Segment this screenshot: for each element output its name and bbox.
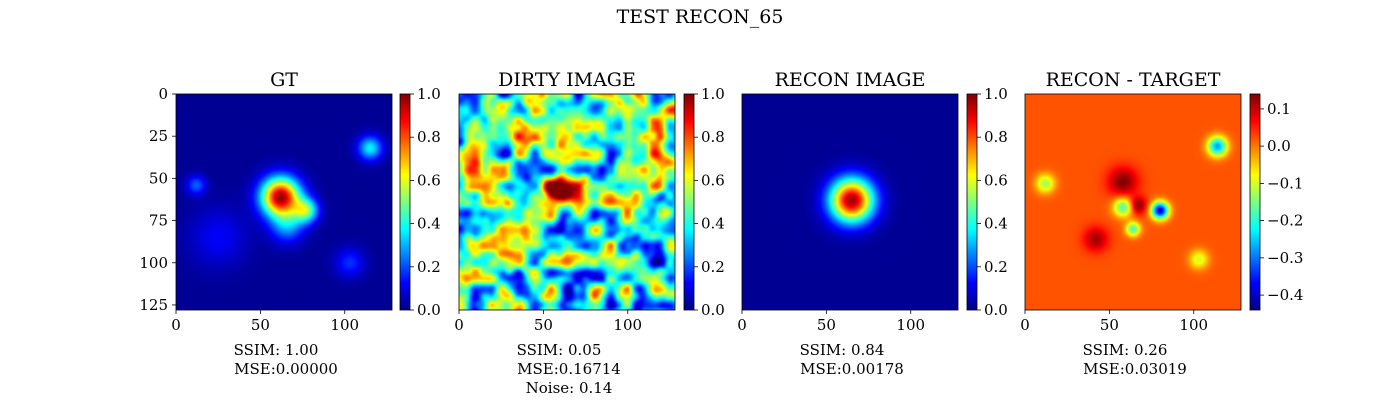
- subplot-title: RECON IMAGE: [775, 69, 926, 91]
- heatmap-image: [742, 94, 958, 310]
- y-tick-label: 25: [149, 127, 168, 145]
- y-tick-label: 100: [139, 254, 168, 272]
- metric-label: MSE:0.00000: [234, 360, 338, 378]
- colorbar-tick-label: −0.4: [1267, 286, 1303, 304]
- colorbar: [1249, 93, 1261, 311]
- x-tick-label: 50: [817, 316, 836, 334]
- colorbar-tick-label: 1.0: [984, 85, 1008, 103]
- x-tick-label: 0: [454, 316, 464, 334]
- colorbar-tick-label: 1.0: [417, 85, 441, 103]
- axes-frame: [1024, 93, 1242, 311]
- colorbar: [399, 93, 411, 311]
- figure-suptitle: TEST RECON_65: [617, 6, 784, 28]
- colorbar-tick-label: 0.4: [417, 215, 441, 233]
- metric-label: SSIM: 0.05: [517, 341, 602, 359]
- colorbar-tick-label: 1.0: [701, 85, 725, 103]
- colorbar-tick-label: 0.6: [417, 171, 441, 189]
- x-tick-label: 0: [171, 316, 181, 334]
- x-tick-label: 100: [613, 316, 642, 334]
- colorbar-tick-label: 0.2: [417, 258, 441, 276]
- colorbar: [966, 93, 978, 311]
- x-tick-label: 0: [1020, 316, 1030, 334]
- subplot-title: RECON - TARGET: [1046, 69, 1221, 91]
- colorbar-tick-label: −0.1: [1267, 174, 1303, 192]
- x-tick-label: 50: [1100, 316, 1119, 334]
- heatmap-image: [176, 94, 392, 310]
- colorbar-tick-label: 0.0: [1267, 137, 1291, 155]
- subplot-1: GT 0 50 100 0 25 50 75 100 125 0.0 0.2 0.4 0.6 0.8 1.0 S…: [139, 69, 441, 378]
- colorbar-tick-label: 0.0: [984, 301, 1008, 319]
- metric-label: MSE:0.03019: [1083, 360, 1187, 378]
- colorbar-tick-label: 0.8: [701, 128, 725, 146]
- metric-label: SSIM: 0.84: [800, 341, 885, 359]
- colorbar-tick-label: 0.8: [417, 128, 441, 146]
- subplot-3: RECON IMAGE 0 50 100 0.0 0.2 0.4 0.6 0.8 1.0 SSIM:…: [737, 69, 1008, 378]
- heatmap-image: [459, 94, 675, 310]
- metric-label: SSIM: 0.26: [1083, 341, 1168, 359]
- colorbar-tick-label: 0.6: [984, 171, 1008, 189]
- subplot-title: DIRTY IMAGE: [498, 69, 636, 91]
- colorbar-tick-label: 0.2: [701, 258, 725, 276]
- x-tick-label: 50: [534, 316, 553, 334]
- axes-frame: [458, 93, 676, 311]
- x-tick-label: 100: [896, 316, 925, 334]
- colorbar-tick-label: 0.0: [701, 301, 725, 319]
- y-tick-label: 75: [149, 212, 168, 230]
- heatmap-image: [1025, 94, 1241, 310]
- colorbar-tick-label: 0.4: [984, 215, 1008, 233]
- colorbar-tick-label: 0.2: [984, 258, 1008, 276]
- x-tick-label: 100: [1179, 316, 1208, 334]
- colorbar-tick-label: 0.1: [1267, 100, 1291, 118]
- metric-label: Noise: 0.14: [526, 379, 613, 397]
- colorbar-tick-label: 0.6: [701, 171, 725, 189]
- metric-label: MSE:0.16714: [517, 360, 621, 378]
- colorbar-tick-label: −0.3: [1267, 249, 1303, 267]
- x-tick-label: 100: [330, 316, 359, 334]
- colorbar-tick-label: 0.8: [984, 128, 1008, 146]
- axes-frame: [741, 93, 959, 311]
- subplot-4: RECON - TARGET 0 50 100 0.1 0.0 −0.1 −0.2 −0.3 −0…: [1020, 69, 1303, 378]
- subplot-2: DIRTY IMAGE 0 50 100 0.0 0.2 0.4 0.6 0.8 1.0 SSIM:…: [454, 69, 725, 397]
- y-tick-label: 0: [158, 85, 168, 103]
- y-tick-label: 125: [139, 296, 168, 314]
- y-tick-label: 50: [149, 169, 168, 187]
- subplot-title: GT: [270, 69, 298, 91]
- metric-label: SSIM: 1.00: [234, 341, 319, 359]
- x-tick-label: 50: [251, 316, 270, 334]
- colorbar-tick-label: 0.4: [701, 215, 725, 233]
- axes-frame: [175, 93, 393, 311]
- colorbar: [683, 93, 695, 311]
- colorbar-tick-label: −0.2: [1267, 212, 1303, 230]
- colorbar-tick-label: 0.0: [417, 301, 441, 319]
- metric-label: MSE:0.00178: [800, 360, 904, 378]
- x-tick-label: 0: [737, 316, 747, 334]
